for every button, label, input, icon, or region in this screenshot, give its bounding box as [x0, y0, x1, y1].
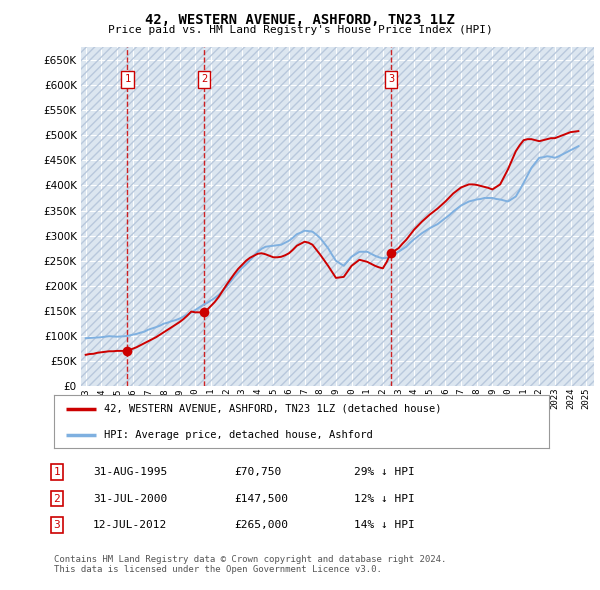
Text: Contains HM Land Registry data © Crown copyright and database right 2024.
This d: Contains HM Land Registry data © Crown c… — [54, 555, 446, 574]
Text: £70,750: £70,750 — [234, 467, 281, 477]
Text: HPI: Average price, detached house, Ashford: HPI: Average price, detached house, Ashf… — [104, 430, 372, 440]
Text: 31-AUG-1995: 31-AUG-1995 — [93, 467, 167, 477]
Text: 2: 2 — [201, 74, 208, 84]
Text: £147,500: £147,500 — [234, 494, 288, 503]
Text: 1: 1 — [124, 74, 130, 84]
Text: 3: 3 — [53, 520, 61, 530]
Text: 42, WESTERN AVENUE, ASHFORD, TN23 1LZ (detached house): 42, WESTERN AVENUE, ASHFORD, TN23 1LZ (d… — [104, 404, 441, 414]
Text: 12-JUL-2012: 12-JUL-2012 — [93, 520, 167, 530]
Text: 1: 1 — [53, 467, 61, 477]
Text: 42, WESTERN AVENUE, ASHFORD, TN23 1LZ: 42, WESTERN AVENUE, ASHFORD, TN23 1LZ — [145, 13, 455, 27]
Text: Price paid vs. HM Land Registry's House Price Index (HPI): Price paid vs. HM Land Registry's House … — [107, 25, 493, 35]
Text: 3: 3 — [388, 74, 394, 84]
Text: 31-JUL-2000: 31-JUL-2000 — [93, 494, 167, 503]
Text: £265,000: £265,000 — [234, 520, 288, 530]
Text: 2: 2 — [53, 494, 61, 503]
Text: 14% ↓ HPI: 14% ↓ HPI — [354, 520, 415, 530]
Text: 12% ↓ HPI: 12% ↓ HPI — [354, 494, 415, 503]
Text: 29% ↓ HPI: 29% ↓ HPI — [354, 467, 415, 477]
